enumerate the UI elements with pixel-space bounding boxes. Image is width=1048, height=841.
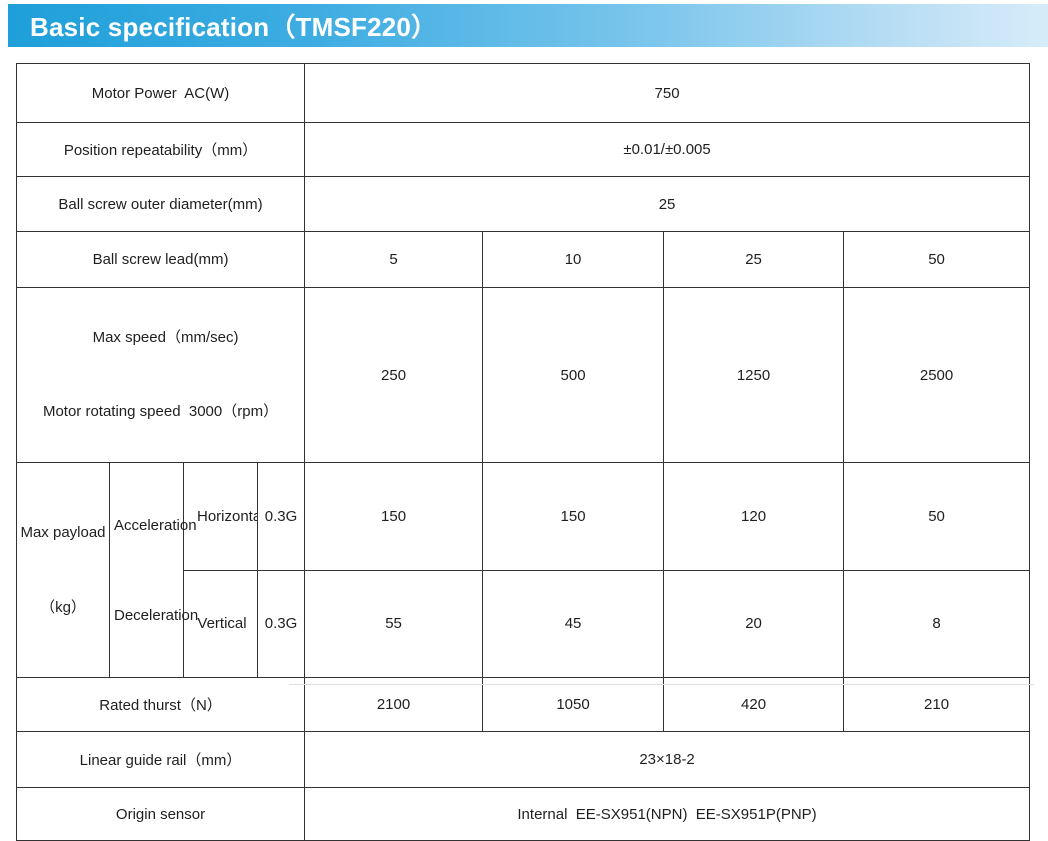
value-payload-vertical-1: 55 [304, 569, 484, 678]
value-payload-horizontal-1: 150 [304, 462, 484, 571]
value-ball-screw-outer-diameter: 25 [304, 176, 1031, 232]
row-position-repeatability: Position repeatability（mm） ±0.01/±0.005 [15, 122, 1031, 177]
page-title: Basic specification（TMSF220） [30, 12, 438, 42]
label-max-speed: Max speed（mm/sec) Motor rotating speed 3… [15, 287, 306, 463]
vertical-g-cell: 0.3G [256, 569, 306, 678]
value-max-speed-3: 1250 [663, 287, 845, 463]
row-max-payload-horizontal: Max payload （kg） Acceleration Decelerati… [16, 462, 1031, 678]
horizontal-label: Horizontal [197, 507, 257, 525]
value-max-speed-2: 500 [482, 287, 665, 463]
row-motor-power: Motor Power AC(W) 750 [15, 63, 1031, 123]
value-rated-thrust-4: 210 [843, 677, 1031, 732]
label-max-payload: Max payload （kg） [16, 462, 110, 678]
max-speed-label-line2: Motor rotating speed 3000（rpm） [42, 403, 279, 420]
row-max-speed: Max speed（mm/sec) Motor rotating speed 3… [15, 287, 1031, 463]
value-payload-horizontal-4: 50 [843, 462, 1031, 571]
value-ball-screw-lead-3: 25 [663, 231, 845, 288]
horizontal-label-cell: Horizontal [183, 462, 258, 571]
value-payload-vertical-2: 45 [482, 569, 665, 678]
value-rated-thrust-2: 1050 [482, 677, 665, 732]
horizontal-g-cell: 0.3G [256, 462, 306, 571]
value-rated-thrust-3: 420 [663, 677, 845, 732]
max-payload-label-line1: Max payload [20, 524, 106, 541]
value-ball-screw-lead-1: 5 [304, 231, 484, 288]
label-rated-thrust: Rated thurst（N） [15, 677, 306, 732]
specification-table: Motor Power AC(W) 750 Position repeatabi… [15, 63, 1031, 841]
section-header-bar: Basic specification（TMSF220） [8, 4, 1048, 47]
value-position-repeatability: ±0.01/±0.005 [304, 122, 1031, 177]
value-linear-guide-rail: 23×18-2 [304, 731, 1031, 788]
row-origin-sensor: Origin sensor Internal EE-SX951(NPN) EE-… [15, 787, 1031, 841]
label-ball-screw-lead: Ball screw lead(mm) [15, 231, 306, 288]
vertical-label-cell: Vertical [183, 569, 258, 678]
value-payload-vertical-4: 8 [843, 569, 1031, 678]
value-payload-horizontal-3: 120 [663, 462, 845, 571]
vertical-label: Vertical [197, 615, 247, 633]
value-ball-screw-lead-2: 10 [482, 231, 665, 288]
value-motor-power: 750 [304, 63, 1031, 123]
accel-decel-cell: Acceleration Deceleration [109, 462, 199, 678]
value-payload-horizontal-2: 150 [482, 462, 665, 571]
value-payload-vertical-3: 20 [663, 569, 845, 678]
value-rated-thrust-1: 2100 [304, 677, 484, 732]
row-linear-guide-rail: Linear guide rail（mm） 23×18-2 [15, 731, 1031, 788]
label-linear-guide-rail: Linear guide rail（mm） [15, 731, 306, 788]
row-rated-thrust: Rated thurst（N） 2100 1050 420 210 [15, 677, 1031, 732]
max-payload-label-line2: （kg） [40, 599, 86, 616]
row-ball-screw-lead: Ball screw lead(mm) 5 10 25 50 [15, 231, 1031, 288]
label-ball-screw-outer-diameter: Ball screw outer diameter(mm) [15, 176, 306, 232]
max-speed-label-line1: Max speed（mm/sec) [92, 329, 239, 346]
value-origin-sensor: Internal EE-SX951(NPN) EE-SX951P(PNP) [304, 787, 1031, 841]
row-max-payload-vertical: Vertical 0.3G 55 45 20 8 [17, 569, 1031, 678]
value-max-speed-4: 2500 [843, 287, 1031, 463]
label-origin-sensor: Origin sensor [15, 787, 306, 841]
label-position-repeatability: Position repeatability（mm） [15, 122, 306, 177]
label-motor-power: Motor Power AC(W) [15, 63, 306, 123]
value-ball-screw-lead-4: 50 [843, 231, 1031, 288]
deceleration-label: Deceleration [114, 606, 199, 624]
value-max-speed-1: 250 [304, 287, 484, 463]
acceleration-label: Acceleration [114, 516, 197, 534]
row-ball-screw-outer-diameter: Ball screw outer diameter(mm) 25 [15, 176, 1031, 232]
